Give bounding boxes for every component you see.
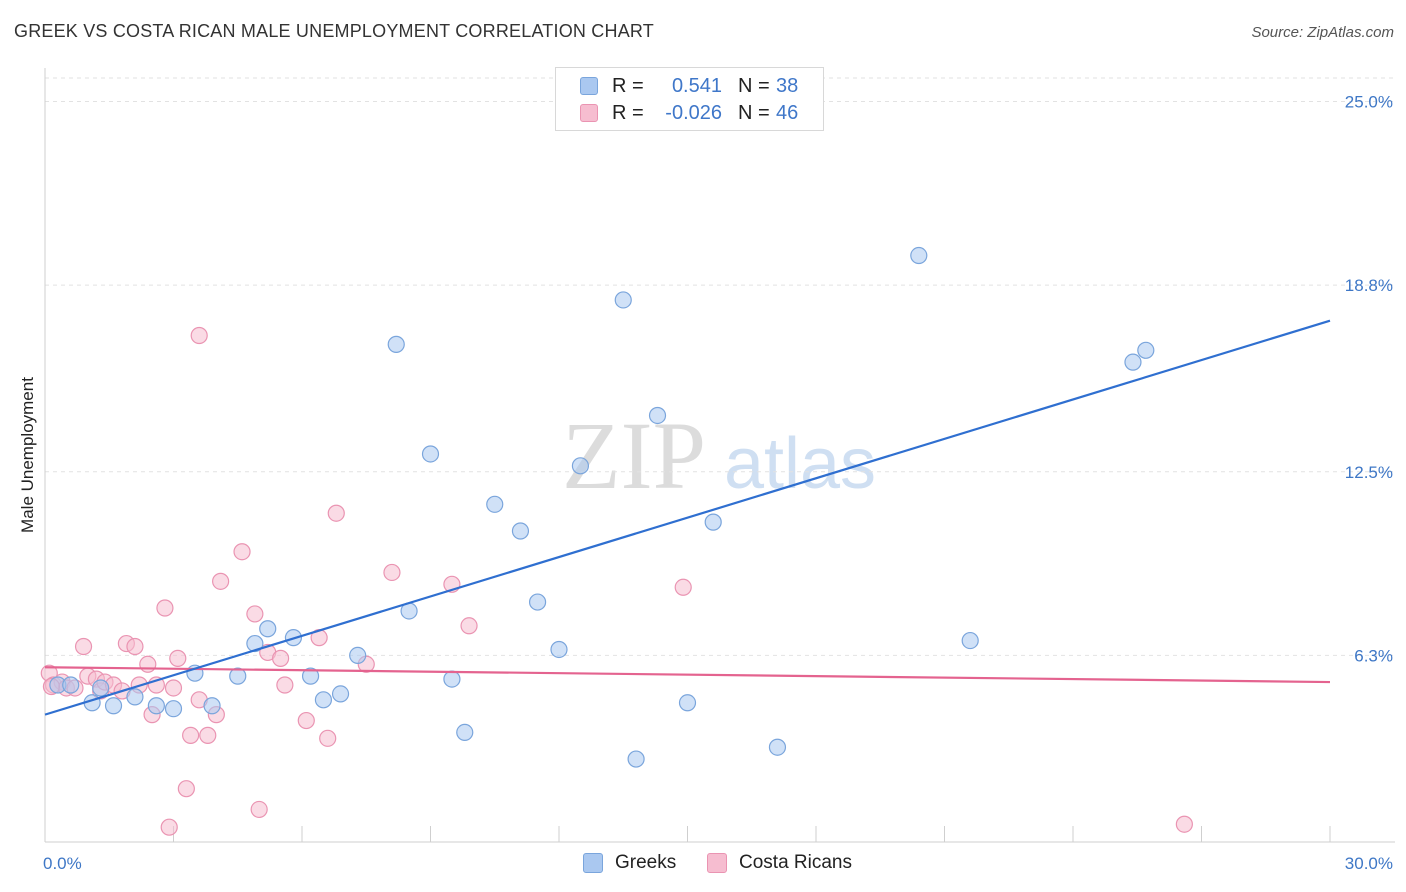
greeks-point-35 bbox=[1124, 353, 1142, 371]
costa-ricans-point-31 bbox=[271, 649, 290, 667]
greeks-point-37 bbox=[92, 679, 110, 697]
greeks-point-30 bbox=[678, 694, 697, 712]
legend-item-costa-ricans[interactable]: Costa Ricans bbox=[707, 852, 852, 874]
greeks-point-32 bbox=[768, 738, 787, 756]
legend-n-label: N = bbox=[738, 74, 770, 97]
trend-lines bbox=[44, 319, 1331, 716]
y-tick-label-2: 18.8% bbox=[1345, 276, 1393, 295]
greeks-point-24 bbox=[528, 593, 547, 611]
legend-row-greeks: R = 0.541 N = 38 bbox=[580, 74, 798, 98]
greeks-point-9 bbox=[229, 667, 247, 685]
y-tick-label-0: 6.3% bbox=[1354, 646, 1393, 665]
greeks-swatch bbox=[580, 77, 598, 95]
y-tick-label-1: 12.5% bbox=[1345, 463, 1393, 482]
costa-ricans-point-19 bbox=[164, 679, 183, 697]
legend-r-label: R = bbox=[612, 101, 644, 124]
x-tick-label-max: 30.0% bbox=[1345, 854, 1393, 873]
legend-n-value: 38 bbox=[776, 74, 799, 97]
costa-ricans-point-22 bbox=[182, 726, 200, 744]
costa-ricans-point-36 bbox=[327, 504, 345, 522]
costa-ricans-point-13 bbox=[126, 637, 144, 656]
greeks-point-25 bbox=[550, 640, 568, 659]
costa-ricans-legend-label: Costa Ricans bbox=[739, 852, 852, 873]
greeks-point-16 bbox=[349, 646, 367, 664]
source-label: Source: ZipAtlas.com bbox=[1251, 24, 1394, 41]
greeks-point-11 bbox=[259, 620, 277, 638]
costa-ricans-point-38 bbox=[383, 563, 401, 582]
correlation-legend: R = 0.541 N = 38 R = -0.026 N = 46 bbox=[555, 67, 824, 131]
legend-r-value: -0.026 bbox=[665, 101, 722, 124]
greeks-point-26 bbox=[571, 457, 590, 475]
legend-n-value: 46 bbox=[776, 101, 799, 124]
greeks-point-8 bbox=[203, 697, 221, 715]
costa-ricans-point-32 bbox=[276, 676, 294, 694]
greeks-legend-swatch bbox=[583, 853, 603, 873]
greeks-point-29 bbox=[648, 406, 667, 425]
y-tick-label-3: 25.0% bbox=[1345, 93, 1393, 112]
costa-ricans-point-35 bbox=[319, 729, 337, 747]
legend-item-greeks[interactable]: Greeks bbox=[583, 852, 676, 874]
watermark: ZIP atlas bbox=[562, 402, 876, 509]
costa-ricans-point-33 bbox=[297, 711, 315, 730]
legend-r-label: R = bbox=[612, 74, 644, 97]
greeks-point-31 bbox=[704, 513, 722, 531]
greeks-point-28 bbox=[627, 750, 645, 768]
grid-lines bbox=[45, 77, 1395, 656]
greeks-point-13 bbox=[301, 667, 320, 685]
costa-ricans-point-41 bbox=[674, 578, 692, 596]
costa-ricans-point-18 bbox=[156, 599, 174, 617]
greeks-point-14 bbox=[314, 691, 333, 709]
greeks-point-23 bbox=[511, 522, 530, 540]
costa-ricans-legend-swatch bbox=[707, 853, 727, 873]
costa-ricans-point-24 bbox=[199, 726, 217, 744]
greeks-point-4 bbox=[126, 688, 144, 706]
greeks-point-33 bbox=[910, 246, 928, 265]
watermark-atlas: atlas bbox=[724, 424, 876, 504]
legend-r-value: 0.541 bbox=[671, 74, 722, 97]
greeks-point-34 bbox=[961, 631, 979, 650]
costa-ricans-swatch bbox=[580, 104, 598, 122]
costa-ricans-point-29 bbox=[250, 800, 268, 819]
costa-ricans-trend-line bbox=[44, 666, 1331, 684]
legend-row-costa-ricans: R = -0.026 N = 46 bbox=[580, 101, 798, 125]
greeks-point-20 bbox=[443, 670, 461, 688]
greeks-trend-line bbox=[44, 319, 1331, 716]
costa-ricans-point-42 bbox=[1175, 815, 1193, 833]
costa-ricans-point-23 bbox=[190, 326, 208, 345]
tick-labels: 6.3% 12.5% 18.8% 25.0% 0.0% 30.0% bbox=[43, 93, 1393, 873]
chart-title: GREEK VS COSTA RICAN MALE UNEMPLOYMENT C… bbox=[14, 21, 654, 41]
greeks-points bbox=[49, 246, 1155, 768]
greeks-point-17 bbox=[387, 335, 405, 353]
costa-ricans-point-20 bbox=[169, 649, 187, 667]
costa-ricans-point-21 bbox=[177, 780, 195, 798]
axes bbox=[44, 68, 1395, 843]
x-tick-label-min: 0.0% bbox=[43, 854, 82, 873]
greeks-point-15 bbox=[331, 685, 350, 703]
greeks-point-6 bbox=[164, 700, 183, 718]
greeks-legend-label: Greeks bbox=[615, 852, 677, 873]
costa-ricans-point-44 bbox=[160, 818, 178, 836]
greeks-point-19 bbox=[421, 445, 440, 463]
watermark-zip: ZIP bbox=[562, 402, 706, 509]
greeks-point-3 bbox=[104, 697, 123, 715]
greeks-point-21 bbox=[456, 723, 474, 742]
costa-ricans-point-26 bbox=[212, 572, 230, 590]
greeks-point-27 bbox=[614, 291, 632, 309]
costa-ricans-point-28 bbox=[246, 605, 264, 623]
greeks-point-1 bbox=[62, 676, 80, 694]
costa-ricans-point-15 bbox=[139, 655, 157, 673]
greeks-point-10 bbox=[246, 634, 264, 653]
greeks-point-5 bbox=[147, 697, 165, 715]
greeks-point-22 bbox=[486, 495, 504, 513]
greeks-point-36 bbox=[1137, 341, 1155, 359]
costa-ricans-point-5 bbox=[74, 637, 93, 656]
series-legend: Greeks Costa Ricans bbox=[0, 852, 1406, 878]
costa-ricans-point-40 bbox=[460, 617, 478, 635]
costa-ricans-point-27 bbox=[233, 543, 251, 561]
legend-n-label: N = bbox=[738, 101, 770, 124]
